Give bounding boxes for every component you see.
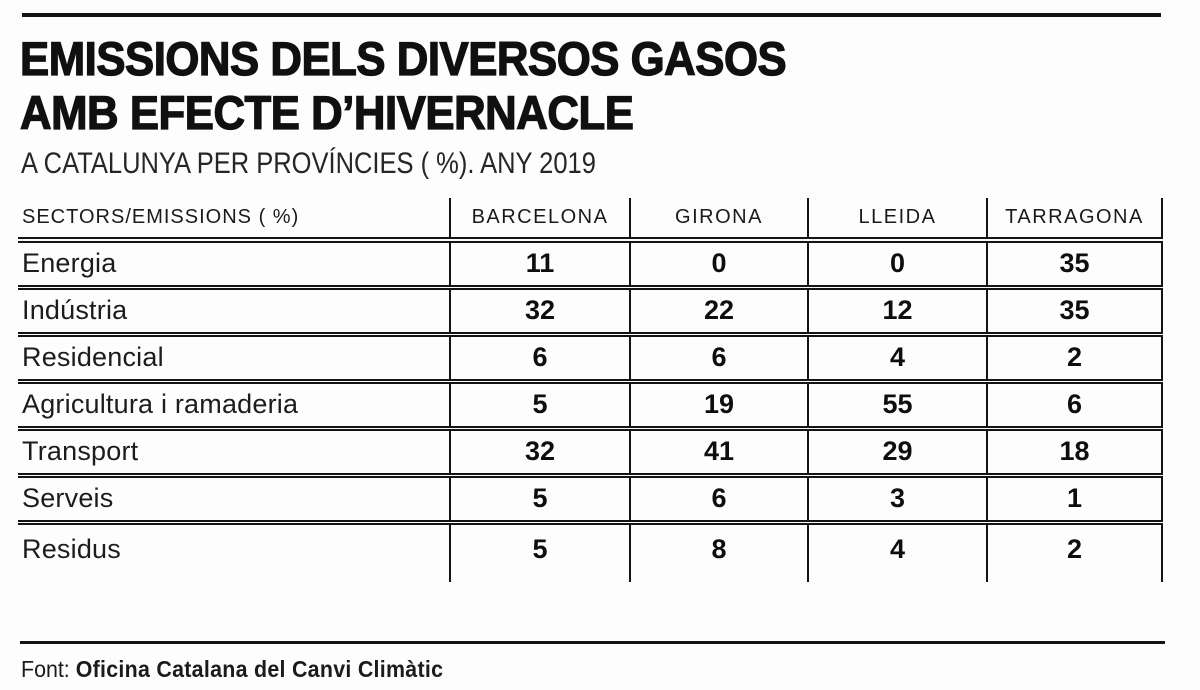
- title-line-2: AMB EFECTE D’HIVERNACLE: [19, 85, 634, 139]
- sector-label: Transport: [18, 428, 450, 478]
- value-cell: 0: [629, 240, 808, 290]
- value-cell: 32: [449, 428, 630, 478]
- sector-label: Energia: [18, 240, 450, 290]
- title-line-1: EMISSIONS DELS DIVERSOS GASOS: [19, 31, 787, 85]
- value-cell: 5: [449, 381, 630, 431]
- value-cell: 6: [986, 381, 1163, 431]
- table-row: Residus 5 8 4 2: [18, 522, 1163, 582]
- source-line: Font: Oficina Catalana del Canvi Climàti…: [21, 656, 443, 683]
- value-cell: 35: [986, 287, 1163, 337]
- value-cell: 11: [449, 240, 630, 290]
- column-header-girona: GIRONA: [629, 198, 808, 243]
- bottom-rule: [20, 641, 1165, 644]
- column-header-lleida: LLEIDA: [807, 198, 987, 243]
- value-cell: 4: [807, 522, 987, 582]
- value-cell: 3: [807, 475, 987, 525]
- column-header-sectors: SECTORS/EMISSIONS ( %): [18, 198, 450, 243]
- value-cell: 41: [629, 428, 808, 478]
- column-header-barcelona: BARCELONA: [449, 198, 630, 243]
- table-row: Indústria 32 22 12 35: [18, 287, 1163, 337]
- value-cell: 8: [629, 522, 808, 582]
- source-label: Font:: [21, 656, 70, 682]
- value-cell: 6: [629, 334, 808, 384]
- page-title: EMISSIONS DELS DIVERSOS GASOS AMB EFECTE…: [19, 31, 787, 140]
- value-cell: 32: [449, 287, 630, 337]
- value-cell: 6: [449, 334, 630, 384]
- top-rule: [22, 13, 1161, 17]
- sector-label: Residus: [22, 533, 121, 564]
- value-cell: 18: [986, 428, 1163, 478]
- value-cell: 35: [986, 240, 1163, 290]
- value-cell: 29: [807, 428, 987, 478]
- table-row: Agricultura i ramaderia 5 19 55 6: [18, 381, 1163, 431]
- emissions-table: SECTORS/EMISSIONS ( %) BARCELONA GIRONA …: [18, 198, 1163, 582]
- value-cell: 0: [807, 240, 987, 290]
- column-header-tarragona: TARRAGONA: [986, 198, 1163, 243]
- source-name: Oficina Catalana del Canvi Climàtic: [75, 656, 444, 682]
- value-cell: 2: [986, 334, 1163, 384]
- value-cell: 5: [449, 522, 630, 582]
- subtitle: A CATALUNYA PER PROVÍNCIES ( %). ANY 201…: [21, 147, 596, 180]
- value-cell: 4: [807, 334, 987, 384]
- value-cell: 12: [807, 287, 987, 337]
- table-row: Transport 32 41 29 18: [18, 428, 1163, 478]
- sector-label: Indústria: [18, 287, 450, 337]
- table-row: Serveis 5 6 3 1: [18, 475, 1163, 525]
- table-row: Residencial 6 6 4 2: [18, 334, 1163, 384]
- value-cell: 6: [629, 475, 808, 525]
- table-header-row: SECTORS/EMISSIONS ( %) BARCELONA GIRONA …: [18, 198, 1163, 243]
- sector-label: Agricultura i ramaderia: [18, 381, 450, 431]
- value-cell: 55: [807, 381, 987, 431]
- sector-label: Residencial: [18, 334, 450, 384]
- sector-label: Serveis: [18, 475, 450, 525]
- value-cell: 22: [629, 287, 808, 337]
- value-cell: 19: [629, 381, 808, 431]
- value-cell: 1: [986, 475, 1163, 525]
- table-row: Energia 11 0 0 35: [18, 240, 1163, 290]
- value-cell: 5: [449, 475, 630, 525]
- value-cell: 2: [986, 522, 1163, 582]
